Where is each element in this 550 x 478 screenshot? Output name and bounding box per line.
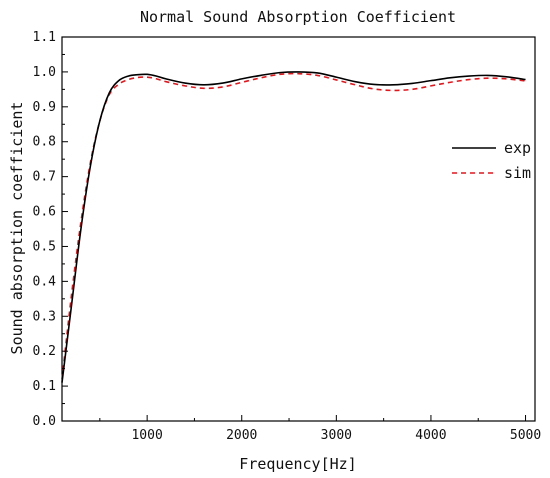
legend-label-sim: sim: [504, 164, 531, 182]
x-tick-label: 1000: [131, 428, 162, 443]
y-tick-label: 0.1: [33, 379, 56, 394]
x-tick-label: 3000: [321, 428, 352, 443]
x-axis-label: Frequency[Hz]: [239, 455, 356, 473]
y-tick-label: 0.9: [33, 100, 56, 115]
x-tick-label: 5000: [510, 428, 541, 443]
chart-title: Normal Sound Absorption Coefficient: [140, 8, 456, 26]
y-tick-label: 0.2: [33, 344, 56, 359]
plot-area: [61, 36, 536, 422]
y-tick-label: 0.0: [33, 414, 56, 429]
x-tick-label: 2000: [226, 428, 257, 443]
y-tick-label: 0.3: [33, 309, 56, 324]
y-tick-label: 0.4: [33, 274, 57, 289]
series-line-exp: [61, 71, 526, 383]
y-tick-label: 0.5: [33, 239, 56, 254]
series-line-sim: [61, 72, 526, 380]
y-tick-label: 1.0: [33, 65, 56, 80]
y-tick-label: 0.7: [33, 170, 56, 185]
plot-frame: [61, 36, 536, 422]
y-tick-label: 0.8: [33, 135, 56, 150]
x-tick-label: 4000: [415, 428, 446, 443]
chart-legend: exp sim: [452, 139, 531, 182]
legend-label-exp: exp: [504, 139, 531, 157]
y-axis-label: Sound absorption coefficient: [8, 102, 26, 355]
y-tick-label: 0.6: [33, 205, 56, 220]
axis-ticks: 0.0 0.1 0.2 0.3 0.4 0.5 0.6 0.7 0.8 0.9 1.0 1.1 1000…: [33, 30, 542, 443]
y-tick-label: 1.1: [33, 30, 56, 45]
